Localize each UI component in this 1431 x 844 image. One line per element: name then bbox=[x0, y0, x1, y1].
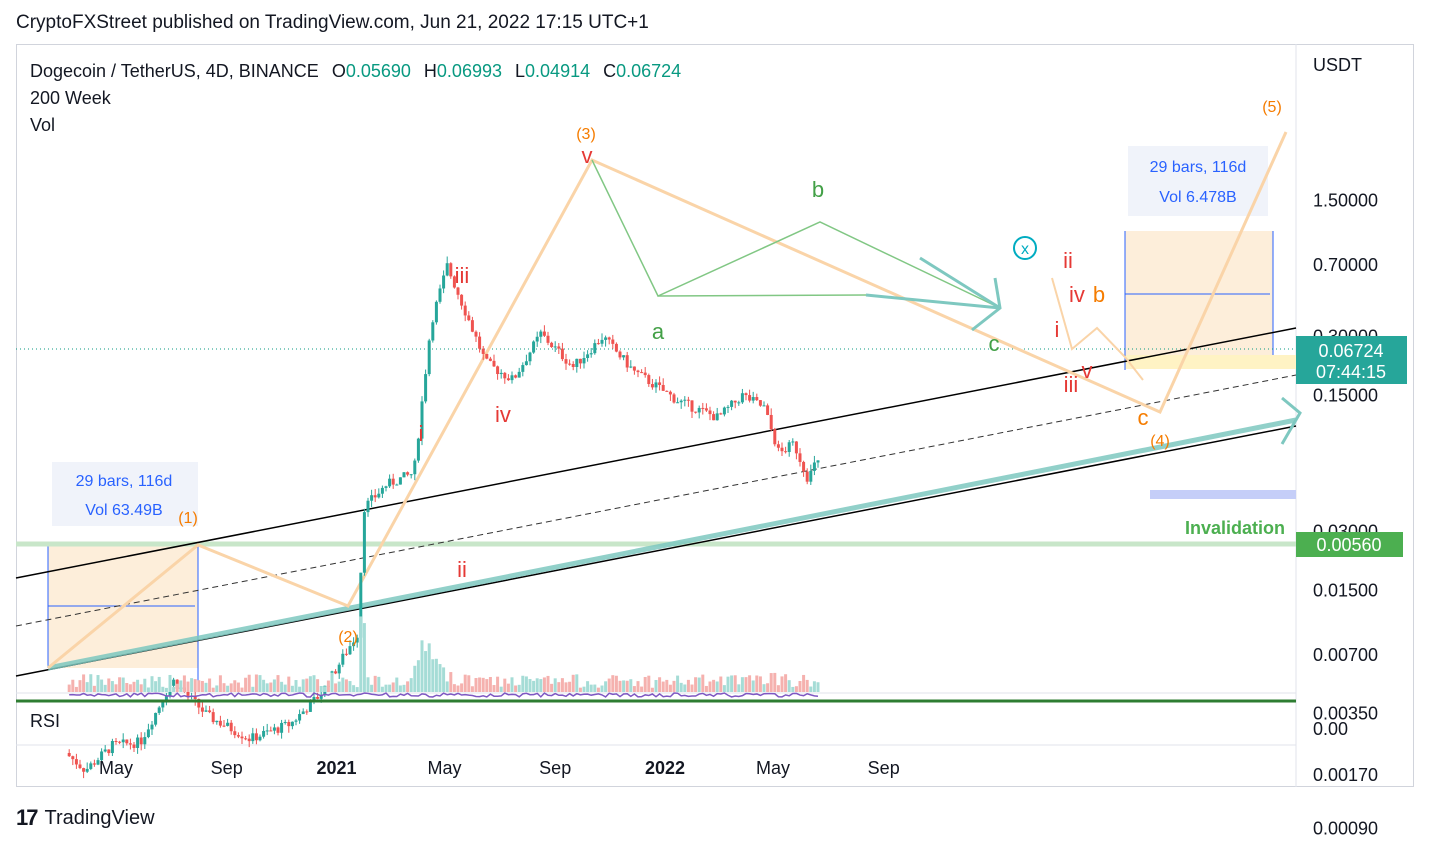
open-key: O bbox=[331, 61, 346, 81]
price-tick-label: 0.00090 bbox=[1313, 819, 1378, 839]
high-value: 0.06993 bbox=[436, 61, 502, 81]
publisher-header: CryptoFXStreet published on TradingView.… bbox=[16, 12, 649, 33]
close-value: 0.06724 bbox=[616, 61, 682, 81]
chart-frame bbox=[16, 44, 1414, 787]
symbol-line: Dogecoin / TetherUS, 4D, BINANCE O0.0569… bbox=[30, 58, 681, 85]
tradingview-footer: 17 TradingView bbox=[16, 805, 155, 831]
open-value: 0.05690 bbox=[345, 61, 411, 81]
ma-indicator-label[interactable]: 200 Week bbox=[30, 88, 111, 108]
tradingview-logo-icon: 17 bbox=[16, 805, 39, 830]
high-key: H bbox=[423, 61, 437, 81]
low-key: L bbox=[515, 61, 526, 81]
symbol-name[interactable]: Dogecoin / TetherUS, 4D, BINANCE bbox=[30, 61, 319, 81]
low-value: 0.04914 bbox=[525, 61, 591, 81]
close-key: C bbox=[603, 61, 617, 81]
brand-name[interactable]: TradingView bbox=[44, 806, 155, 829]
volume-indicator-label[interactable]: Vol bbox=[30, 115, 56, 135]
chart-legend: Dogecoin / TetherUS, 4D, BINANCE O0.0569… bbox=[30, 58, 681, 139]
